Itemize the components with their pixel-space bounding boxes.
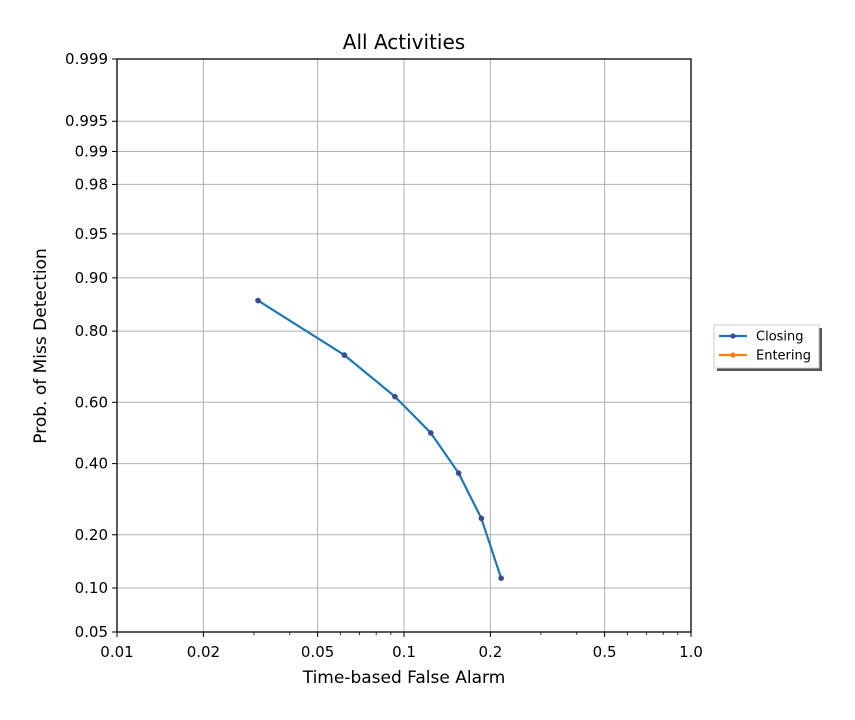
series-layer	[255, 297, 504, 582]
data-point	[478, 515, 485, 522]
legend-box	[713, 324, 820, 369]
y-tick-label: 0.40	[75, 455, 108, 473]
data-point	[341, 352, 348, 358]
x-tick-label: 0.01	[100, 643, 133, 661]
grid	[116, 58, 692, 633]
x-tick-label: 0.05	[301, 643, 334, 661]
legend-label: Closing	[756, 330, 804, 345]
x-axis-title: Time-based False Alarm	[302, 668, 506, 688]
y-tick-label: 0.05	[75, 623, 108, 641]
y-tick-label: 0.20	[75, 526, 108, 544]
data-point	[427, 430, 434, 436]
legend: Closing Entering	[713, 324, 822, 371]
chart-title: All Activities	[343, 30, 465, 54]
y-tick-label: 0.95	[75, 225, 108, 243]
data-point	[455, 470, 462, 476]
x-tick-label: 0.2	[478, 643, 502, 661]
x-tick-label: 0.02	[187, 643, 220, 661]
x-tick-label: 0.1	[392, 643, 416, 661]
y-tick-label: 0.90	[75, 269, 108, 287]
y-tick-label: 0.80	[75, 322, 108, 340]
ticks: 0.01 0.02 0.05 0.1 0.2 0.5 1.0 0.05 0.10 0.20 0.40…	[65, 50, 703, 661]
y-axis-title: Prob. of Miss Detection	[31, 248, 51, 443]
legend-entries: Closing Entering	[719, 330, 811, 364]
y-tick-label: 0.10	[75, 579, 108, 597]
x-tick-label: 0.5	[593, 643, 617, 661]
data-point	[392, 393, 398, 400]
legend-marker	[730, 333, 736, 339]
data-point	[498, 575, 504, 582]
y-tick-label: 0.60	[75, 393, 108, 411]
legend-label: Entering	[756, 349, 811, 364]
y-tick-label: 0.99	[75, 142, 108, 160]
data-point	[255, 297, 261, 304]
legend-marker	[730, 352, 736, 358]
y-tick-label: 0.98	[75, 175, 108, 193]
y-tick-label: 0.999	[65, 50, 108, 68]
y-tick-label: 0.995	[65, 112, 108, 130]
x-tick-label: 1.0	[679, 643, 703, 661]
